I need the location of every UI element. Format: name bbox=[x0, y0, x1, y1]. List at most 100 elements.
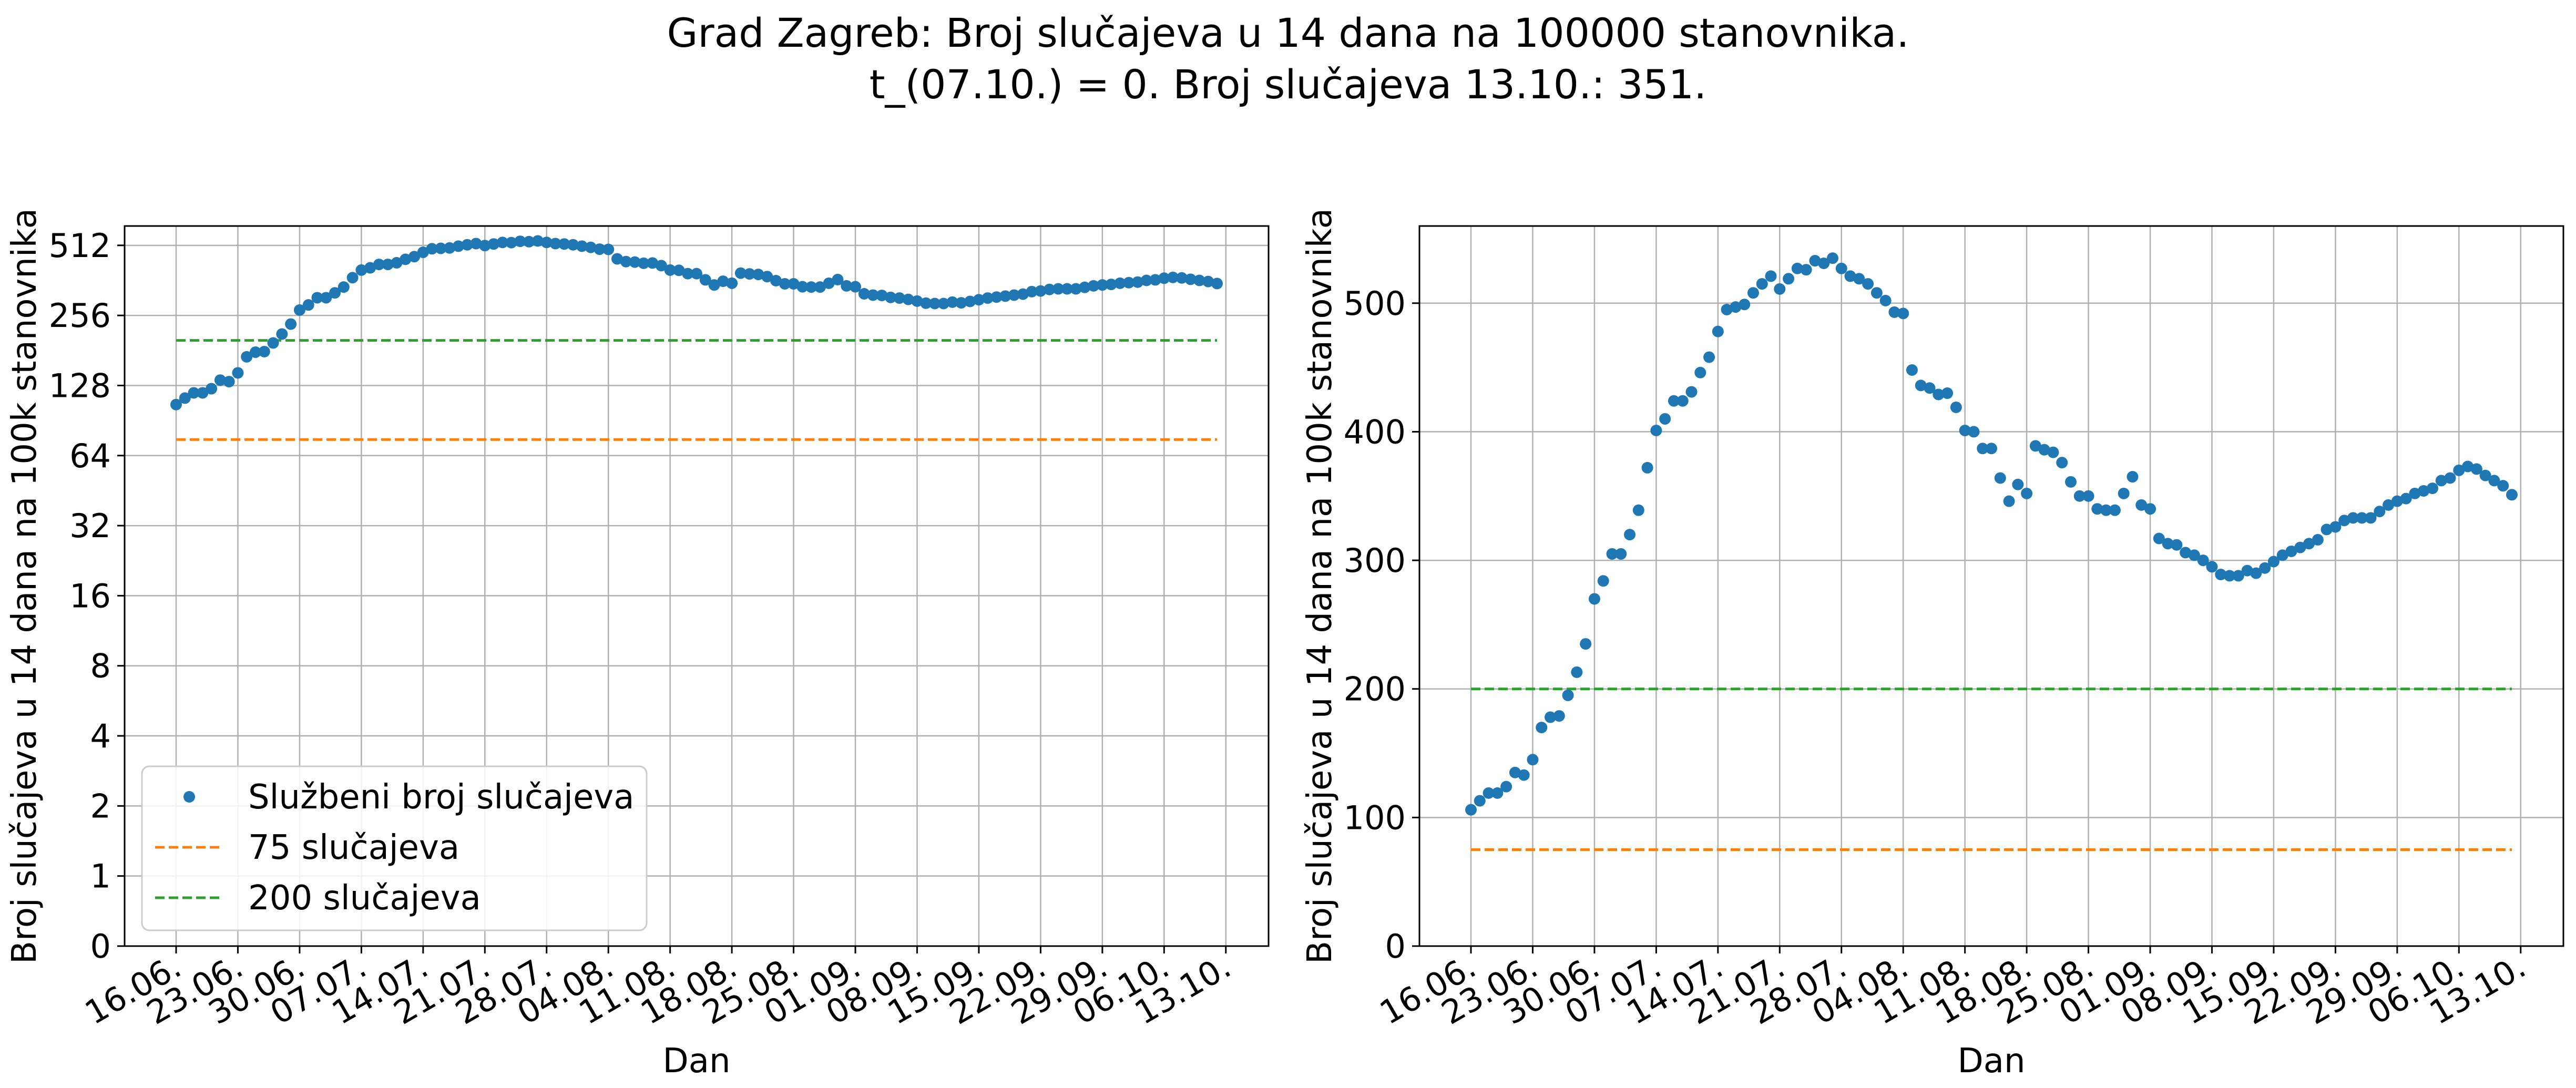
left-data-point bbox=[1105, 279, 1117, 291]
right-data-point bbox=[2400, 492, 2412, 505]
right-data-point bbox=[1747, 287, 1759, 299]
right-y-axis-label: Broj slučajeva u 14 dana na 100k stanovn… bbox=[1301, 208, 1340, 964]
right-data-point bbox=[1835, 262, 1847, 274]
title-line-2: t_(07.10.) = 0. Broj slučajeva 13.10.: 3… bbox=[869, 61, 1707, 108]
left-y-gridlines bbox=[125, 244, 1269, 947]
right-data-point bbox=[1870, 287, 1883, 299]
left-data-point bbox=[858, 288, 870, 300]
right-data-point bbox=[2453, 464, 2465, 476]
left-data-point bbox=[426, 243, 438, 255]
right-data-point bbox=[2100, 504, 2112, 516]
left-data-point bbox=[867, 289, 879, 301]
right-data-point bbox=[1818, 257, 1830, 269]
left-data-point bbox=[320, 292, 332, 304]
left-x-axis-label: Dan bbox=[662, 1042, 730, 1081]
left-data-point bbox=[285, 318, 297, 330]
right-data-point bbox=[2206, 561, 2218, 573]
left-data-point bbox=[523, 235, 535, 248]
right-data-point bbox=[1518, 769, 1530, 781]
left-y-tick-label: 64 bbox=[69, 437, 111, 475]
left-data-point bbox=[1096, 279, 1108, 291]
right-data-point bbox=[1844, 270, 1856, 282]
right-data-point bbox=[2065, 476, 2077, 488]
left-data-point bbox=[585, 241, 597, 253]
left-data-point bbox=[505, 237, 517, 249]
left-data-point bbox=[1167, 271, 1179, 283]
left-data-point bbox=[338, 281, 350, 293]
right-data-point bbox=[2497, 480, 2509, 492]
right-data-point bbox=[2091, 503, 2103, 515]
left-data-point bbox=[770, 275, 782, 287]
left-data-point bbox=[937, 297, 949, 310]
right-series-points bbox=[1465, 252, 2518, 816]
right-x-axis-label: Dan bbox=[1957, 1042, 2025, 1081]
right-data-point bbox=[2435, 475, 2447, 487]
right-data-point bbox=[1756, 278, 1768, 290]
left-data-point bbox=[355, 264, 367, 276]
left-data-point bbox=[876, 290, 888, 302]
left-data-point bbox=[531, 235, 544, 247]
right-data-point bbox=[1597, 575, 1609, 587]
right-data-point bbox=[2285, 545, 2297, 557]
left-data-point bbox=[488, 238, 500, 250]
right-data-point bbox=[1641, 461, 1653, 474]
right-data-point bbox=[1783, 273, 1795, 285]
left-data-point bbox=[1193, 274, 1205, 286]
left-data-point bbox=[814, 281, 826, 293]
left-data-point bbox=[699, 274, 711, 286]
right-data-point bbox=[2426, 483, 2438, 495]
right-data-point bbox=[1465, 804, 1477, 816]
left-data-point bbox=[682, 268, 694, 280]
left-data-point bbox=[241, 351, 253, 363]
left-x-ticks: 16.06.23.06.30.06.07.07.14.07.21.07.28.0… bbox=[78, 946, 1237, 1032]
left-data-point bbox=[955, 297, 967, 309]
left-data-point bbox=[206, 383, 218, 395]
left-y-tick-label: 128 bbox=[49, 366, 111, 405]
right-data-point bbox=[2215, 568, 2227, 580]
right-data-point bbox=[2135, 499, 2148, 511]
left-data-point bbox=[602, 243, 615, 255]
left-data-point bbox=[461, 239, 473, 251]
legend-marker-dot bbox=[183, 791, 195, 803]
left-data-point bbox=[197, 387, 209, 399]
right-data-point bbox=[1959, 424, 1971, 436]
right-data-point bbox=[1500, 781, 1512, 793]
left-data-point bbox=[549, 238, 561, 250]
right-data-point bbox=[1941, 387, 1954, 399]
right-data-point bbox=[1624, 529, 1636, 541]
right-data-point bbox=[1950, 401, 1962, 413]
right-data-point bbox=[1853, 273, 1865, 285]
left-y-ticks: 0 1 2 4 8 16 32 64 128 256 512 bbox=[49, 227, 125, 966]
left-data-point bbox=[990, 291, 1003, 303]
left-data-point bbox=[850, 281, 862, 293]
left-data-point bbox=[946, 296, 958, 308]
right-data-point bbox=[1791, 262, 1803, 274]
right-data-point bbox=[1862, 278, 1874, 290]
right-data-point bbox=[2444, 472, 2456, 484]
right-data-point bbox=[1897, 307, 1909, 320]
left-data-point bbox=[1114, 277, 1126, 289]
left-data-point bbox=[1017, 288, 1029, 300]
left-data-point bbox=[1123, 276, 1135, 289]
left-data-point bbox=[1131, 276, 1143, 288]
right-data-point bbox=[2506, 489, 2518, 501]
right-data-point bbox=[1650, 424, 1662, 436]
left-data-point bbox=[1175, 272, 1188, 284]
left-y-tick-label: 4 bbox=[90, 717, 111, 755]
right-data-point bbox=[2383, 499, 2395, 511]
left-data-point bbox=[920, 297, 932, 309]
left-y-tick-label: 2 bbox=[90, 787, 111, 825]
right-data-point bbox=[2250, 567, 2262, 579]
right-data-point bbox=[2276, 549, 2288, 561]
right-data-point bbox=[1712, 325, 1724, 337]
right-data-point bbox=[2365, 512, 2377, 524]
left-data-point bbox=[400, 253, 412, 265]
left-data-point bbox=[1184, 273, 1197, 285]
left-data-point bbox=[1202, 275, 1214, 288]
right-data-point bbox=[2232, 570, 2244, 582]
right-data-point bbox=[1809, 255, 1821, 267]
right-data-point bbox=[1800, 264, 1812, 276]
left-data-point bbox=[452, 240, 464, 252]
left-y-tick-label: 0 bbox=[90, 927, 111, 966]
left-data-point bbox=[734, 267, 747, 279]
